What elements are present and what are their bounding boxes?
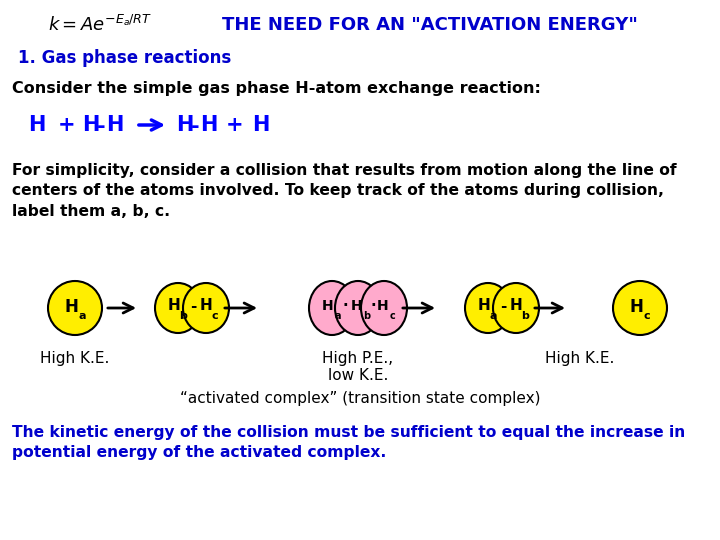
Text: -: - [97, 117, 106, 137]
Text: The kinetic energy of the collision must be sufficient to equal the increase in: The kinetic energy of the collision must… [12, 424, 685, 440]
Text: H: H [176, 115, 194, 135]
Text: ·: · [342, 299, 348, 314]
Text: THE NEED FOR AN "ACTIVATION ENERGY": THE NEED FOR AN "ACTIVATION ENERGY" [222, 16, 638, 34]
Text: b: b [521, 311, 529, 321]
Ellipse shape [361, 281, 407, 335]
Text: H: H [199, 299, 212, 314]
Text: $k = Ae^{-E_a/RT}$: $k = Ae^{-E_a/RT}$ [48, 15, 152, 35]
Text: “activated complex” (transition state complex): “activated complex” (transition state co… [180, 390, 540, 406]
Ellipse shape [48, 281, 102, 335]
Text: low K.E.: low K.E. [328, 368, 388, 383]
Text: +: + [226, 115, 243, 135]
Text: H: H [510, 299, 523, 314]
Text: H: H [28, 115, 45, 135]
Text: High K.E.: High K.E. [545, 350, 615, 366]
Text: ·: · [370, 299, 376, 314]
Text: potential energy of the activated complex.: potential energy of the activated comple… [12, 446, 387, 461]
Text: High P.E.,: High P.E., [323, 350, 394, 366]
Text: label them a, b, c.: label them a, b, c. [12, 205, 170, 219]
Ellipse shape [613, 281, 667, 335]
Text: Consider the simple gas phase H-atom exchange reaction:: Consider the simple gas phase H-atom exc… [12, 80, 541, 96]
Text: -: - [190, 299, 196, 314]
Text: H: H [64, 298, 78, 316]
Text: H: H [106, 115, 123, 135]
Text: +: + [58, 115, 76, 135]
Ellipse shape [155, 283, 201, 333]
Text: H: H [252, 115, 269, 135]
Text: H: H [377, 299, 389, 313]
Ellipse shape [335, 281, 381, 335]
Text: For simplicity, consider a collision that results from motion along the line of: For simplicity, consider a collision tha… [12, 163, 677, 178]
Text: High K.E.: High K.E. [40, 350, 109, 366]
Ellipse shape [465, 283, 511, 333]
Text: centers of the atoms involved. To keep track of the atoms during collision,: centers of the atoms involved. To keep t… [12, 184, 664, 199]
Text: H: H [477, 299, 490, 314]
Text: a: a [490, 311, 497, 321]
Text: -: - [191, 117, 199, 137]
Text: H: H [322, 299, 334, 313]
Text: H: H [168, 299, 181, 314]
Text: H: H [351, 299, 363, 313]
Ellipse shape [309, 281, 355, 335]
Text: a: a [335, 311, 341, 321]
Text: 1. Gas phase reactions: 1. Gas phase reactions [18, 49, 231, 67]
Text: H: H [82, 115, 99, 135]
Text: b: b [179, 311, 187, 321]
Text: b: b [364, 311, 371, 321]
Ellipse shape [493, 283, 539, 333]
Text: -: - [500, 299, 506, 314]
Text: c: c [212, 311, 218, 321]
Text: H: H [200, 115, 217, 135]
Text: c: c [644, 311, 650, 321]
Ellipse shape [183, 283, 229, 333]
Text: H: H [629, 298, 643, 316]
Text: a: a [78, 311, 86, 321]
Text: c: c [390, 311, 396, 321]
